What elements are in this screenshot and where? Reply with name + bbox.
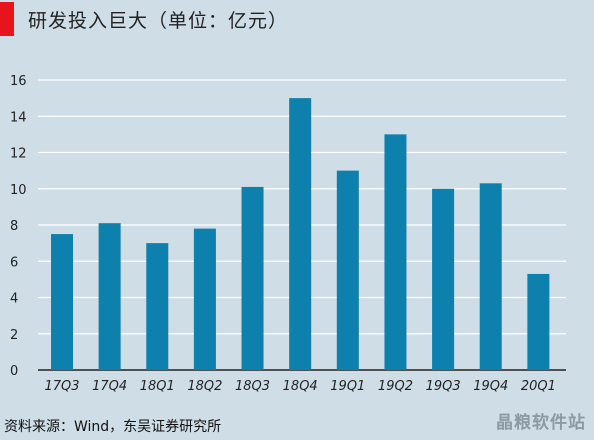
x-tick-label: 18Q2 [187, 379, 222, 394]
x-tick-label: 19Q3 [426, 379, 461, 394]
y-tick-label: 10 [10, 183, 27, 198]
x-axis: 17Q3 17Q4 18Q1 18Q2 18Q3 18Q4 19Q1 19Q2 19Q3 19Q4… [44, 379, 555, 394]
y-tick-label: 4 [10, 292, 18, 307]
x-tick-label: 18Q1 [140, 379, 175, 394]
chart-title: 研发投入巨大（单位：亿元） [28, 10, 289, 32]
bars [51, 98, 550, 370]
bar-19q3 [432, 188, 455, 370]
bar-19q1 [336, 170, 359, 370]
title-accent-bar [0, 2, 14, 36]
bar-17q3 [51, 234, 73, 370]
bar-19q2 [384, 134, 407, 370]
y-tick-label: 0 [10, 364, 18, 379]
x-tick-label: 19Q2 [378, 379, 413, 394]
bar-17q4 [98, 223, 121, 370]
source-note: 资料来源：Wind，东吴证券研究所 [4, 419, 222, 435]
y-tick-label: 8 [10, 219, 18, 234]
y-tick-label: 14 [10, 110, 27, 125]
bar-18q1 [146, 243, 169, 370]
y-tick-label: 16 [10, 74, 27, 89]
bar-20q1 [527, 273, 550, 370]
bar-19q4 [479, 183, 502, 370]
x-tick-label: 19Q1 [330, 379, 365, 394]
x-tick-label: 20Q1 [521, 379, 556, 394]
y-axis: 0 2 4 6 8 10 12 14 16 [10, 74, 27, 379]
y-tick-label: 2 [10, 328, 18, 343]
x-tick-label: 19Q4 [473, 379, 508, 394]
watermark: 晶粮软件站 [496, 413, 586, 433]
x-tick-label: 17Q3 [44, 379, 79, 394]
title-bar: 研发投入巨大（单位：亿元） [0, 0, 594, 40]
y-tick-label: 6 [10, 255, 18, 270]
bar-18q3 [241, 186, 264, 370]
x-tick-label: 18Q4 [283, 379, 318, 394]
bar-18q2 [193, 228, 216, 370]
y-tick-label: 12 [10, 147, 27, 162]
x-tick-label: 17Q4 [92, 379, 127, 394]
x-tick-label: 18Q3 [235, 379, 270, 394]
bar-18q4 [289, 98, 312, 370]
